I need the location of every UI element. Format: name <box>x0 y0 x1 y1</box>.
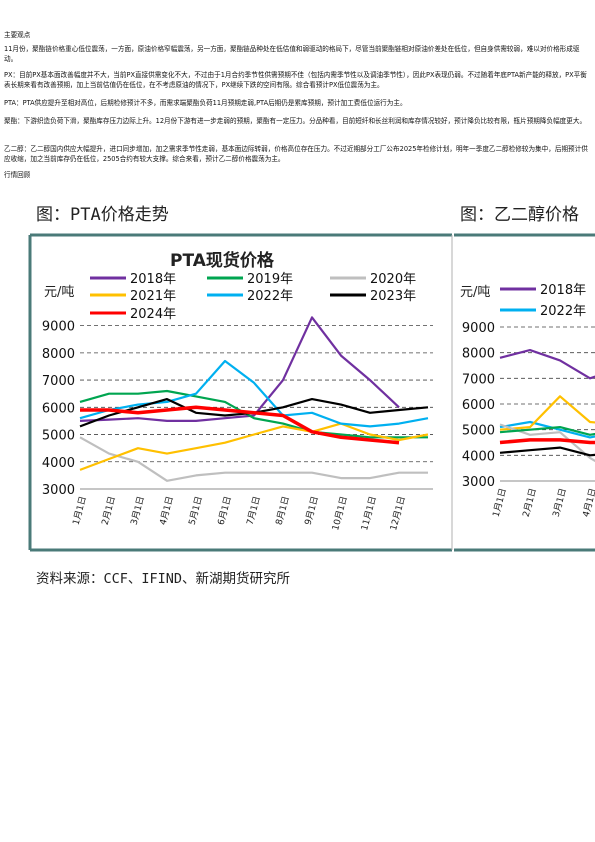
pta-chart-title: PTA现货价格 <box>170 250 275 271</box>
pta-series-line-6 <box>80 405 400 445</box>
meg-series-line-2 <box>499 395 595 431</box>
y-tick-label: 7000 <box>462 372 495 387</box>
x-tick-label: 4月1日 <box>581 487 595 518</box>
figure-panel: 图：PTA价格走势 图：乙二醇价格 PTA现货价格 元/吨 3000 4000 50… <box>28 205 595 587</box>
market-review-heading: 行情回顾 <box>4 171 31 179</box>
x-tick-label: 1月1日 <box>71 495 89 526</box>
pta-series-line-1 <box>79 389 428 439</box>
left-figure-title: 图：PTA价格走势 <box>36 205 169 225</box>
summary-paragraph: 11月份，聚酯链价格重心低位震荡，一方面，原油价格窄幅震荡，另一方面，聚酯链品种… <box>4 45 580 63</box>
x-tick-label: 5月1日 <box>187 495 205 526</box>
x-tick-label: 3月1日 <box>551 487 569 518</box>
y-tick-label: 5000 <box>462 424 495 439</box>
pta-legend-label-2: 2020年 <box>370 272 416 287</box>
x-tick-label: 10月1日 <box>330 495 350 532</box>
pta-series-line-4 <box>79 359 429 428</box>
x-tick-label: 7月1日 <box>245 495 263 526</box>
y-tick-label: 8000 <box>462 347 495 362</box>
y-tick-label: 3000 <box>462 475 495 490</box>
pta-y-axis-label: 元/吨 <box>44 285 74 300</box>
pta-legend-label-6: 2024年 <box>130 307 176 322</box>
meg-series-line-4 <box>499 426 595 436</box>
pta-paragraph: PTA：PTA供应提升至相对高位，后期检修预计不多，而需求端聚酯负荷11月预期走… <box>4 99 407 107</box>
right-figure-title: 图：乙二醇价格 <box>460 205 579 225</box>
x-tick-label: 6月1日 <box>216 495 234 526</box>
x-tick-label: 4月1日 <box>158 495 176 526</box>
y-tick-label: 5000 <box>42 429 75 444</box>
y-tick-label: 6000 <box>462 398 495 413</box>
x-tick-label: 1月1日 <box>491 487 509 518</box>
y-tick-label: 3000 <box>42 483 75 498</box>
x-tick-label: 9月1日 <box>303 495 321 526</box>
section-heading: 主要观点 <box>4 31 31 39</box>
source-note: 资料来源：CCF、IFIND、新湖期货研究所 <box>36 570 290 587</box>
meg-series-line-5 <box>499 438 595 445</box>
pta-legend-label-4: 2022年 <box>247 289 293 304</box>
pta-series-line-2 <box>79 436 428 482</box>
y-tick-label: 4000 <box>462 449 495 464</box>
x-tick-label: 2月1日 <box>521 487 539 518</box>
meg-paragraph: 乙二醇：乙二醇国内供应大幅提升，进口同步增加，加之需求季节性走弱，基本面边际转弱… <box>4 145 588 163</box>
pta-legend-label-1: 2019年 <box>247 272 293 287</box>
x-tick-label: 8月1日 <box>274 495 292 526</box>
y-tick-label: 9000 <box>42 320 75 335</box>
px-paragraph: PX：目前PX基本面改善幅度并不大，当前PX直接供需变化不大，不过由于1月合约季… <box>4 71 587 89</box>
y-tick-label: 4000 <box>42 456 75 471</box>
x-tick-label: 11月1日 <box>359 495 379 532</box>
x-tick-label: 2月1日 <box>100 495 118 526</box>
pta-legend-label-5: 2023年 <box>370 289 416 304</box>
meg-series-line-1 <box>499 420 595 439</box>
meg-price-chart: 元/吨 3000 4000 5000 6000 7000 8000 9000 1月1日 2月1日… <box>460 283 595 518</box>
meg-legend-label-1: 2022年 <box>540 304 586 319</box>
pta-price-chart: PTA现货价格 元/吨 3000 4000 5000 6000 7000 8000 9000… <box>42 250 433 532</box>
meg-series-line-0 <box>499 349 595 380</box>
polyester-paragraph: 聚酯：下游织造负荷下滑，聚酯库存压力边际上升。12月份下游有进一步走弱的预期，聚… <box>4 117 587 125</box>
pta-legend-label-3: 2021年 <box>130 289 176 304</box>
meg-y-axis-label: 元/吨 <box>460 285 490 300</box>
x-tick-label: 3月1日 <box>129 495 147 526</box>
meg-series-line-6 <box>499 446 595 457</box>
pta-series-line-3 <box>79 422 429 471</box>
y-tick-label: 8000 <box>42 347 75 362</box>
x-tick-label: 12月1日 <box>388 495 408 532</box>
y-tick-label: 9000 <box>462 321 495 336</box>
meg-legend-label-0: 2018年 <box>540 283 586 298</box>
pta-legend-label-0: 2018年 <box>130 272 176 287</box>
y-tick-label: 7000 <box>42 374 75 389</box>
pta-series-line-0 <box>79 316 400 422</box>
y-tick-label: 6000 <box>42 401 75 416</box>
